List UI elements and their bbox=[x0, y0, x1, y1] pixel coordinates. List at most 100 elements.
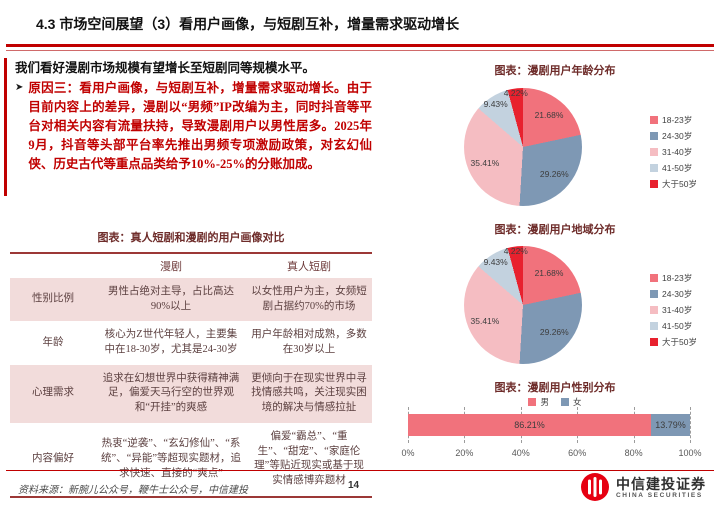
chart-title-gender: 图表：漫剧用户性别分布 bbox=[494, 382, 616, 394]
table-row-label: 内容偏好 bbox=[32, 452, 74, 464]
legend-label: 41-50岁 bbox=[662, 321, 693, 331]
page-title: 4.3 市场空间展望（3）看用户画像，与短剧互补，增量需求驱动增长 bbox=[36, 16, 460, 32]
pie-data-label: 21.68% bbox=[534, 109, 564, 120]
table-cell: 偏爱“霸总”、“重生”、“甜宠”、“家庭伦理”等贴近现实或基于现实情感博弈题材 bbox=[254, 430, 364, 486]
pie-data-label: 29.26% bbox=[539, 168, 569, 179]
legend-swatch-icon bbox=[650, 116, 658, 124]
legend-label: 31-40岁 bbox=[662, 305, 693, 315]
legend-label: 41-50岁 bbox=[662, 163, 693, 173]
user-profile-table: 漫剧 真人短剧 性别比例 男性占绝对主导，占比高达90%以上 以女性用户为主，女频短… bbox=[10, 252, 372, 498]
table-cell: 以女性用户为主，女频短剧占据约70%的市场 bbox=[251, 286, 367, 312]
table-row: 性别比例 男性占绝对主导，占比高达90%以上 以女性用户为主，女频短剧占据约70%的… bbox=[10, 278, 372, 322]
legend-item: 24-30岁 bbox=[650, 130, 697, 142]
legend-swatch-icon bbox=[561, 398, 569, 406]
legend-item: 24-30岁 bbox=[650, 288, 697, 300]
axis-tick-label: 40% bbox=[511, 448, 530, 458]
user-profile-table-body: 性别比例 男性占绝对主导，占比高达90%以上 以女性用户为主，女频短剧占据约70%的… bbox=[10, 278, 372, 496]
company-name-en: CHINA SECURITIES bbox=[616, 492, 703, 500]
legend-swatch-icon bbox=[650, 338, 658, 346]
legend-item: 31-40岁 bbox=[650, 146, 697, 158]
legend-item: 女 bbox=[561, 396, 582, 408]
legend-swatch-icon bbox=[650, 306, 658, 314]
legend-label: 大于50岁 bbox=[662, 179, 697, 189]
table-row: 年龄 核心为Z世代年轻人，主要集中在18-30岁，尤其是24-30岁 用户年龄相对成… bbox=[10, 321, 372, 364]
legend-gender: 男女 bbox=[420, 396, 690, 408]
page-number: 14 bbox=[348, 480, 360, 491]
table-row: 内容偏好 热衷“逆袭”、“玄幻修仙”、“系统”、“异能”等超现实题材，追求快速、直… bbox=[10, 423, 372, 496]
legend-item: 41-50岁 bbox=[650, 320, 697, 332]
bullet-text: 原因三：看用户画像，与短剧互补，增量需求驱动增长。由于目前内容上的差异，漫剧以“… bbox=[28, 81, 372, 171]
company-name-cn: 中信建投证券 bbox=[616, 477, 706, 493]
pie-chart-age: 21.68% 29.26% 35.41% 9.43% 4.22% bbox=[464, 88, 582, 206]
table-cell: 核心为Z世代年轻人，主要集中在18-30岁，尤其是24-30岁 bbox=[104, 329, 238, 356]
legend-item: 31-40岁 bbox=[650, 304, 697, 316]
legend-label: 男 bbox=[540, 397, 549, 407]
axis-tick-label: 60% bbox=[568, 448, 587, 458]
table-row-label: 年龄 bbox=[42, 336, 64, 348]
left-accent-bar bbox=[4, 58, 7, 196]
legend-label: 大于50岁 bbox=[662, 337, 697, 347]
legend-label: 31-40岁 bbox=[662, 147, 693, 157]
legend-swatch-icon bbox=[650, 148, 658, 156]
bar-data-label: 13.79% bbox=[655, 420, 686, 430]
company-logo: 中信建投证券 CHINA SECURITIES bbox=[580, 472, 706, 507]
bar-segment: 13.79% bbox=[651, 414, 690, 436]
bar-data-label: 86.21% bbox=[514, 420, 545, 430]
legend-region: 18-23岁 24-30岁 31-40岁 41-50岁 大于50岁 bbox=[650, 272, 697, 348]
table-row-label: 心理需求 bbox=[32, 387, 74, 399]
legend-swatch-icon bbox=[650, 290, 658, 298]
chart-title-region: 图表：漫剧用户地域分布 bbox=[494, 224, 616, 236]
legend-label: 18-23岁 bbox=[662, 273, 693, 283]
axis-tick-label: 80% bbox=[624, 448, 643, 458]
legend-item: 18-23岁 bbox=[650, 114, 697, 126]
table-header-live-action: 真人短剧 bbox=[287, 261, 331, 273]
pie-data-label: 4.22% bbox=[503, 88, 528, 99]
pie-data-label: 29.26% bbox=[539, 326, 569, 337]
pie-data-label: 4.22% bbox=[503, 246, 528, 257]
title-divider bbox=[6, 44, 714, 51]
source-note: 资料来源：新腕儿公众号，鞭牛士公众号，中信建投 bbox=[18, 485, 248, 496]
table-cell: 更倾向于在现实世界中寻找情感共鸣，关注现实困境的解决与情感拉扯 bbox=[251, 372, 367, 414]
legend-age: 18-23岁 24-30岁 31-40岁 41-50岁 大于50岁 bbox=[650, 114, 697, 190]
legend-swatch-icon bbox=[650, 322, 658, 330]
bullet-arrow-icon: ➤ bbox=[15, 82, 24, 93]
gender-bar-ticks: 0% 20% 40% 60% 80% 100% bbox=[401, 448, 701, 460]
pie-data-label: 9.43% bbox=[483, 98, 508, 109]
legend-swatch-icon bbox=[528, 398, 537, 406]
gridline bbox=[690, 407, 691, 443]
legend-item: 41-50岁 bbox=[650, 162, 697, 174]
legend-label: 女 bbox=[573, 397, 582, 407]
legend-label: 18-23岁 bbox=[662, 115, 693, 125]
table-cell: 追求在幻想世界中获得精神满足，偏爱天马行空的世界观和“开挂”的爽感 bbox=[102, 372, 240, 414]
bullet-paragraph: ➤ 原因三：看用户画像，与短剧互补，增量需求驱动增长。由于目前内容上的差异，漫剧… bbox=[15, 79, 372, 174]
axis-tick-label: 20% bbox=[455, 448, 474, 458]
lead-statement: 我们看好漫剧市场规模有望增长至短剧同等规模水平。 bbox=[15, 61, 316, 75]
pie-data-label: 9.43% bbox=[483, 256, 508, 267]
pie-data-label: 35.41% bbox=[470, 316, 500, 327]
gender-bar: 86.21% 13.79% bbox=[408, 414, 690, 436]
legend-item: 男 bbox=[528, 396, 549, 408]
footer-divider bbox=[6, 470, 714, 471]
table-cell: 男性占绝对主导，占比高达90%以上 bbox=[108, 286, 234, 312]
pie-data-label: 35.41% bbox=[470, 158, 500, 169]
table-row: 心理需求 追求在幻想世界中获得精神满足，偏爱天马行空的世界观和“开挂”的爽感 更倾向… bbox=[10, 364, 372, 423]
legend-label: 24-30岁 bbox=[662, 131, 693, 141]
legend-swatch-icon bbox=[650, 274, 658, 282]
pie-chart-region: 21.68% 29.26% 35.41% 9.43% 4.22% bbox=[464, 246, 582, 364]
table-cell: 热衷“逆袭”、“玄幻修仙”、“系统”、“异能”等超现实题材，追求快速、直接的“爽… bbox=[101, 438, 241, 479]
bar-segment: 86.21% bbox=[408, 414, 652, 436]
company-logo-text: 中信建投证券 CHINA SECURITIES bbox=[616, 477, 706, 501]
legend-item: 大于50岁 bbox=[650, 336, 697, 348]
legend-swatch-icon bbox=[650, 180, 658, 188]
legend-item: 18-23岁 bbox=[650, 272, 697, 284]
legend-item: 大于50岁 bbox=[650, 178, 697, 190]
table-header-manju: 漫剧 bbox=[160, 261, 182, 273]
legend-swatch-icon bbox=[650, 132, 658, 140]
table-header-row: 漫剧 真人短剧 bbox=[10, 254, 372, 278]
axis-tick-label: 100% bbox=[678, 448, 702, 458]
table-cell: 用户年龄相对成熟，多数在30岁以上 bbox=[251, 329, 367, 356]
table-title: 图表：真人短剧和漫剧的用户画像对比 bbox=[97, 232, 285, 244]
citic-logo-icon bbox=[580, 472, 610, 507]
axis-tick-label: 0% bbox=[401, 448, 415, 458]
